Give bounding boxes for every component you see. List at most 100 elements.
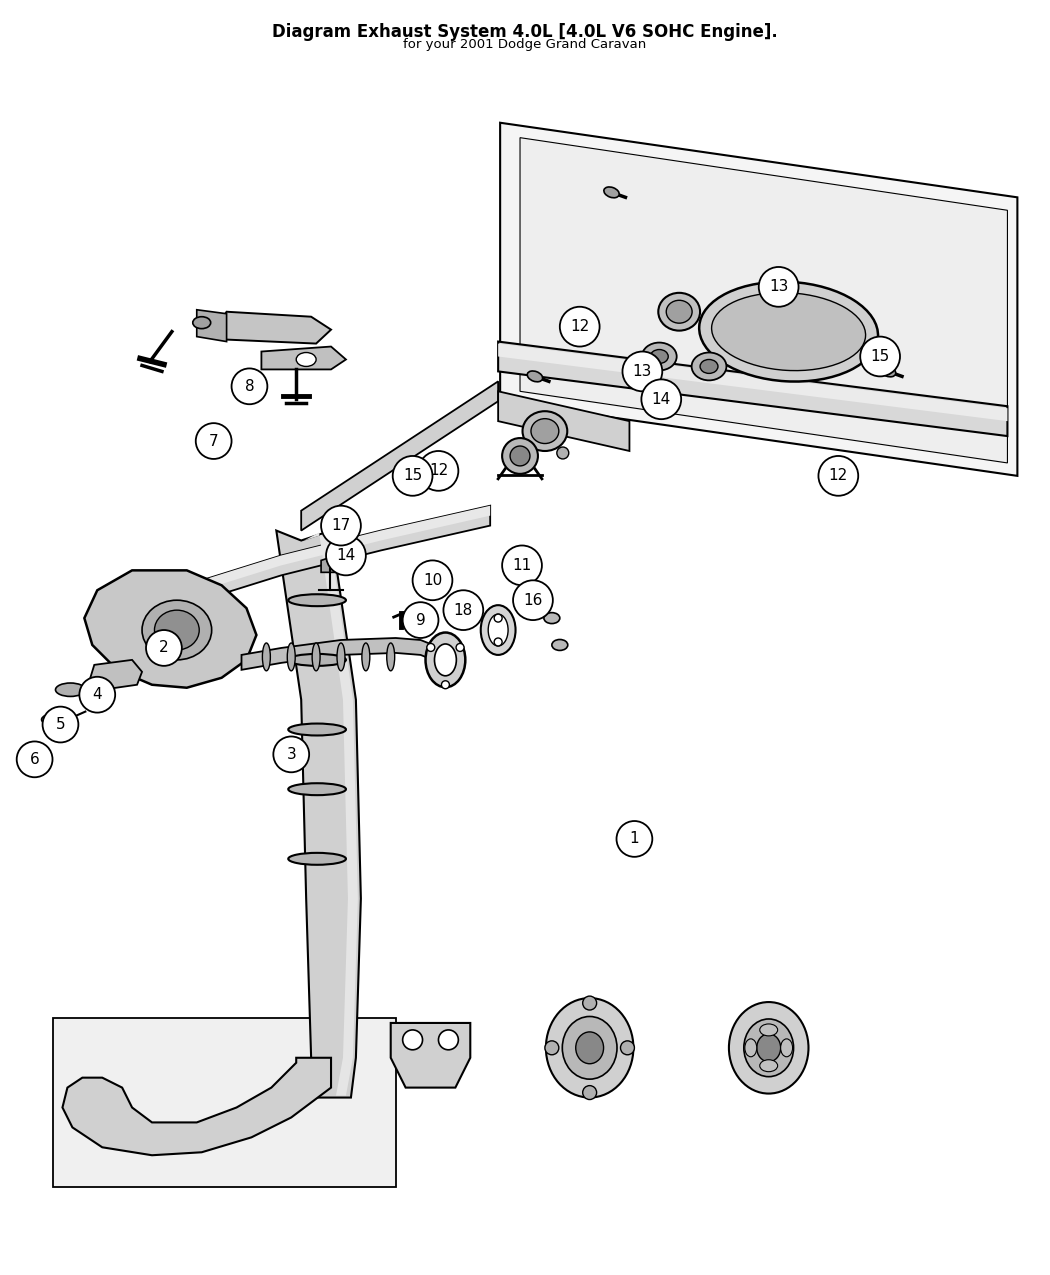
Ellipse shape — [523, 412, 567, 451]
Ellipse shape — [312, 643, 320, 671]
Polygon shape — [62, 1058, 331, 1155]
Circle shape — [560, 307, 600, 347]
Text: 3: 3 — [287, 747, 296, 762]
Circle shape — [860, 337, 900, 376]
Text: 9: 9 — [416, 612, 425, 627]
Circle shape — [232, 368, 268, 404]
Text: for your 2001 Dodge Grand Caravan: for your 2001 Dodge Grand Caravan — [403, 38, 647, 51]
Circle shape — [321, 506, 361, 546]
Circle shape — [502, 439, 538, 474]
Polygon shape — [196, 310, 227, 342]
Circle shape — [402, 602, 439, 638]
Circle shape — [502, 546, 542, 585]
Circle shape — [402, 1030, 422, 1049]
Ellipse shape — [289, 853, 345, 864]
Polygon shape — [147, 506, 490, 620]
Text: 12: 12 — [428, 463, 448, 478]
Text: 4: 4 — [92, 687, 102, 703]
Circle shape — [393, 456, 433, 496]
Ellipse shape — [289, 723, 345, 736]
Ellipse shape — [744, 1039, 757, 1057]
Ellipse shape — [658, 293, 700, 330]
Ellipse shape — [729, 1002, 808, 1094]
Ellipse shape — [289, 594, 345, 606]
Text: 14: 14 — [652, 391, 671, 407]
Polygon shape — [84, 570, 256, 687]
Ellipse shape — [154, 611, 200, 650]
Ellipse shape — [337, 643, 345, 671]
Polygon shape — [304, 533, 358, 1095]
Polygon shape — [520, 138, 1007, 463]
Ellipse shape — [435, 644, 457, 676]
Ellipse shape — [289, 783, 345, 796]
Polygon shape — [301, 381, 498, 530]
Circle shape — [545, 1040, 559, 1054]
Ellipse shape — [552, 640, 568, 650]
Ellipse shape — [142, 601, 212, 660]
Text: 12: 12 — [570, 319, 589, 334]
Ellipse shape — [527, 371, 543, 381]
Text: 6: 6 — [29, 752, 40, 766]
Circle shape — [443, 590, 483, 630]
Circle shape — [80, 677, 116, 713]
Text: 8: 8 — [245, 379, 254, 394]
Polygon shape — [391, 1023, 470, 1088]
Circle shape — [456, 644, 464, 652]
Circle shape — [441, 681, 449, 688]
Polygon shape — [498, 342, 1007, 436]
Text: 15: 15 — [403, 468, 422, 483]
Circle shape — [759, 266, 799, 307]
Text: 10: 10 — [423, 572, 442, 588]
Polygon shape — [90, 660, 142, 690]
Text: 15: 15 — [870, 349, 889, 363]
Circle shape — [583, 1085, 596, 1099]
Circle shape — [510, 446, 530, 465]
Polygon shape — [102, 590, 202, 655]
Circle shape — [146, 630, 182, 666]
Ellipse shape — [642, 343, 676, 371]
Text: Diagram Exhaust System 4.0L [4.0L V6 SOHC Engine].: Diagram Exhaust System 4.0L [4.0L V6 SOH… — [272, 23, 778, 41]
Text: 2: 2 — [160, 640, 169, 655]
Circle shape — [327, 536, 365, 575]
Ellipse shape — [262, 643, 270, 671]
Polygon shape — [52, 1017, 396, 1187]
Ellipse shape — [667, 301, 692, 323]
Polygon shape — [498, 343, 1007, 421]
Text: 18: 18 — [454, 603, 473, 617]
Circle shape — [195, 423, 232, 459]
Circle shape — [818, 456, 858, 496]
Ellipse shape — [362, 643, 370, 671]
Polygon shape — [216, 311, 331, 343]
Circle shape — [426, 644, 435, 652]
Circle shape — [273, 737, 309, 773]
Ellipse shape — [531, 418, 559, 444]
Text: 1: 1 — [630, 831, 639, 847]
Ellipse shape — [42, 714, 67, 725]
Polygon shape — [242, 638, 445, 669]
Ellipse shape — [780, 1039, 793, 1057]
Ellipse shape — [386, 643, 395, 671]
Ellipse shape — [760, 1024, 778, 1035]
Ellipse shape — [757, 1034, 780, 1062]
Circle shape — [439, 1030, 459, 1049]
Ellipse shape — [488, 615, 508, 646]
Circle shape — [495, 638, 502, 646]
Circle shape — [521, 448, 533, 459]
Text: 7: 7 — [209, 434, 218, 449]
Circle shape — [623, 352, 663, 391]
Circle shape — [583, 996, 596, 1010]
Ellipse shape — [604, 187, 620, 198]
Ellipse shape — [650, 349, 668, 363]
Circle shape — [413, 561, 453, 601]
Text: 13: 13 — [769, 279, 789, 295]
Text: 13: 13 — [633, 363, 652, 379]
Text: 16: 16 — [523, 593, 543, 608]
Ellipse shape — [56, 683, 85, 696]
Circle shape — [17, 742, 52, 778]
Ellipse shape — [712, 293, 865, 371]
Ellipse shape — [288, 643, 295, 671]
Text: 14: 14 — [336, 548, 356, 564]
Ellipse shape — [425, 632, 465, 687]
Text: 17: 17 — [332, 518, 351, 533]
Ellipse shape — [296, 352, 316, 366]
